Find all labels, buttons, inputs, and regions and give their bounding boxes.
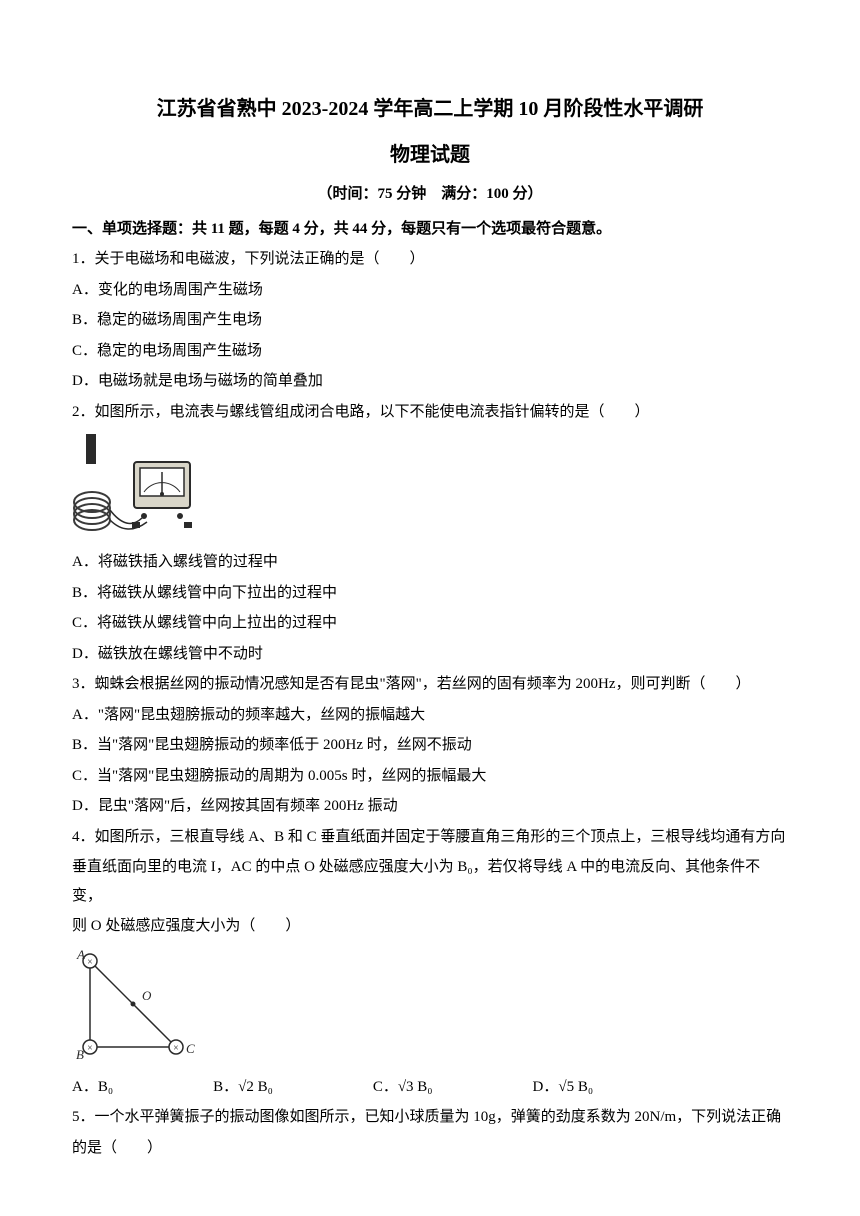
triangle-diagram-icon: × × × O A B C (72, 947, 202, 1067)
q5-stem-1: 5．一个水平弹簧振子的振动图像如图所示，已知小球质量为 10g，弹簧的劲度系数为… (72, 1103, 788, 1132)
exam-title: 江苏省省熟中 2023-2024 学年高二上学期 10 月阶段性水平调研 (72, 90, 788, 128)
q1-opt-c: C．稳定的电场周围产生磁场 (72, 337, 788, 366)
q5-stem-2: 的是（ ） (72, 1134, 788, 1163)
q1-opt-d: D．电磁场就是电场与磁场的简单叠加 (72, 367, 788, 396)
svg-text:C: C (186, 1041, 195, 1056)
q4-opt-c: C．√3 B₀ (373, 1073, 433, 1102)
q1-stem: 1．关于电磁场和电磁波，下列说法正确的是（ ） (72, 245, 788, 274)
exam-subtitle: 物理试题 (72, 136, 788, 174)
q2-opt-c: C．将磁铁从螺线管中向上拉出的过程中 (72, 609, 788, 638)
q3-opt-d: D．昆虫"落网"后，丝网按其固有频率 200Hz 振动 (72, 792, 788, 821)
svg-text:×: × (87, 1043, 93, 1054)
q2-figure (72, 432, 788, 542)
section1-heading: 一、单项选择题：共 11 题，每题 4 分，共 44 分，每题只有一个选项最符合… (72, 215, 788, 244)
q4-opt-a: A．B₀ (72, 1073, 113, 1102)
svg-text:×: × (173, 1043, 179, 1054)
q4-opt-d: D．√5 B₀ (533, 1073, 594, 1102)
ammeter-coil-icon (72, 432, 212, 542)
q4-figure: × × × O A B C (72, 947, 788, 1067)
q4-stem-2: 垂直纸面向里的电流 I，AC 的中点 O 处磁感应强度大小为 B₀，若仅将导线 … (72, 853, 788, 910)
svg-text:A: A (76, 947, 85, 962)
q4-stem-3: 则 O 处磁感应强度大小为（ ） (72, 912, 788, 941)
q1-opt-b: B．稳定的磁场周围产生电场 (72, 306, 788, 335)
q2-opt-d: D．磁铁放在螺线管中不动时 (72, 640, 788, 669)
svg-text:×: × (87, 957, 93, 968)
q2-opt-b: B．将磁铁从螺线管中向下拉出的过程中 (72, 579, 788, 608)
exam-meta: （时间：75 分钟 满分：100 分） (72, 180, 788, 209)
q4-options: A．B₀ B．√2 B₀ C．√3 B₀ D．√5 B₀ (72, 1073, 788, 1102)
q3-opt-c: C．当"落网"昆虫翅膀振动的周期为 0.005s 时，丝网的振幅最大 (72, 762, 788, 791)
q2-stem: 2．如图所示，电流表与螺线管组成闭合电路，以下不能使电流表指针偏转的是（ ） (72, 398, 788, 427)
q2-opt-a: A．将磁铁插入螺线管的过程中 (72, 548, 788, 577)
q3-opt-a: A．"落网"昆虫翅膀振动的频率越大，丝网的振幅越大 (72, 701, 788, 730)
q4-opt-b: B．√2 B₀ (213, 1073, 273, 1102)
q3-stem: 3．蜘蛛会根据丝网的振动情况感知是否有昆虫"落网"，若丝网的固有频率为 200H… (72, 670, 788, 699)
svg-text:B: B (76, 1047, 84, 1062)
q1-opt-a: A．变化的电场周围产生磁场 (72, 276, 788, 305)
q3-opt-b: B．当"落网"昆虫翅膀振动的频率低于 200Hz 时，丝网不振动 (72, 731, 788, 760)
svg-text:O: O (142, 988, 152, 1003)
q4-stem-1: 4．如图所示，三根直导线 A、B 和 C 垂直纸面并固定于等腰直角三角形的三个顶… (72, 823, 788, 852)
